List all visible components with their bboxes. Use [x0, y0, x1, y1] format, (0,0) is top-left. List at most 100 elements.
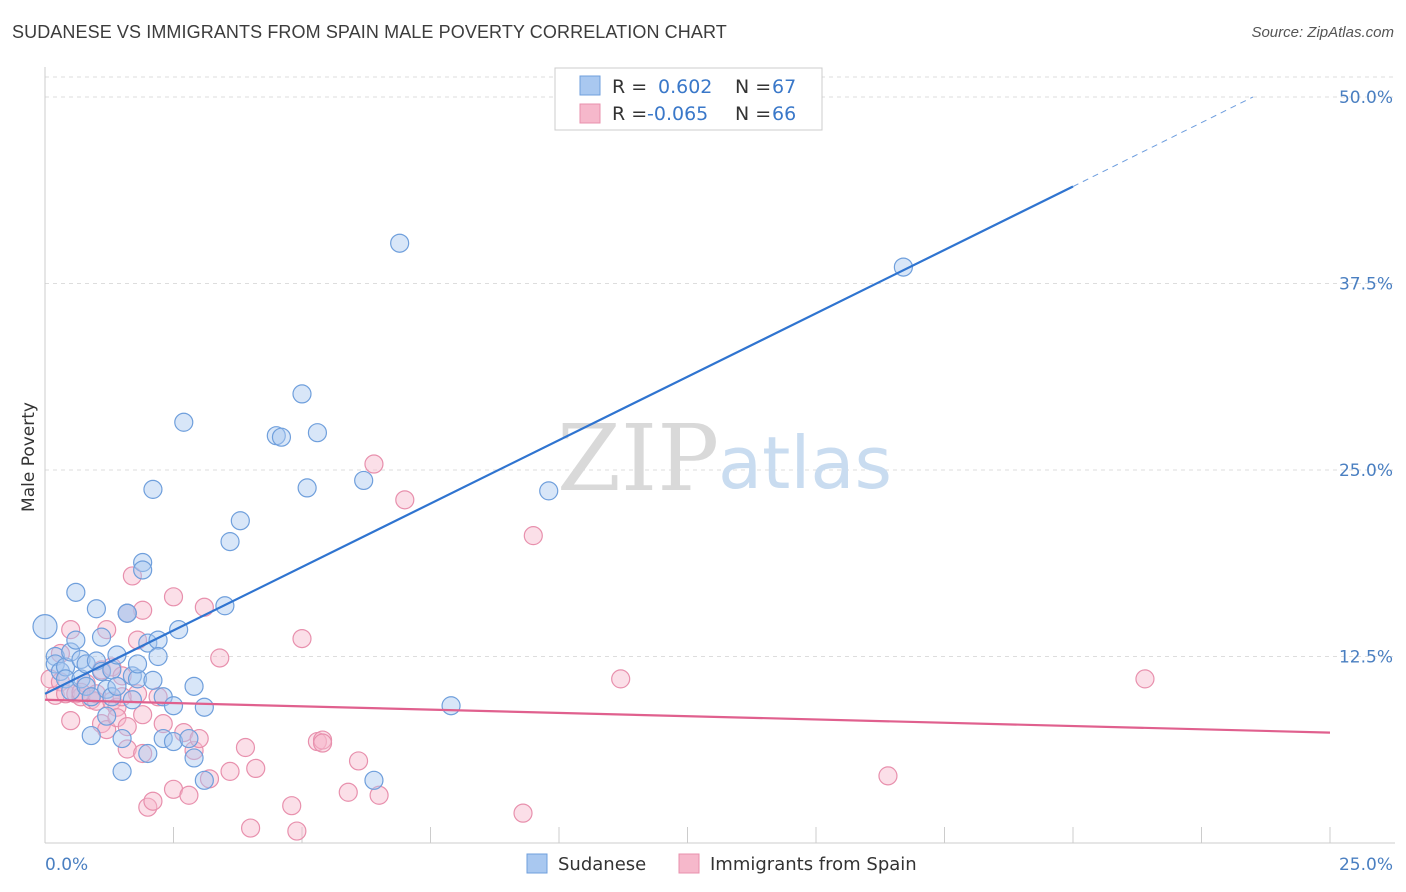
watermark-zip: ZIP: [557, 405, 719, 512]
series-sudanese-points: [32, 233, 913, 790]
spain-point-43: [210, 648, 230, 668]
sudanese-point-45: [169, 620, 189, 640]
sudanese-point-49: [184, 748, 204, 768]
sudanese-point-18: [91, 627, 112, 647]
legend-n-label-1: N =: [735, 76, 771, 98]
spain-point-62: [878, 766, 898, 786]
y-tick-label-1: 25.0%: [1339, 461, 1393, 481]
sudanese-point-43: [163, 696, 184, 716]
spain-point-28: [133, 705, 153, 725]
trend-lines: [44, 96, 1331, 734]
spain-point-22: [117, 739, 137, 759]
spain-point-46: [241, 818, 261, 838]
bottom-legend-spain: Immigrants from Spain: [710, 854, 917, 875]
sudanese-point-59: [307, 423, 328, 443]
spain-point-34: [153, 714, 173, 734]
sudanese-point-54: [230, 511, 250, 531]
spain-point-25: [122, 566, 142, 586]
sudanese-point-32: [127, 654, 148, 674]
sudanese-point-31: [127, 669, 148, 689]
spain-point-29: [133, 600, 153, 620]
x-tick-label-1: 25.0%: [1339, 855, 1393, 875]
sudanese-point-40: [148, 646, 168, 667]
spain-point-53: [312, 733, 333, 753]
spain-point-49: [287, 821, 307, 841]
sudanese-point-46: [174, 412, 194, 432]
bottom-legend-swatch-spain: [678, 853, 700, 874]
legend-n-value-1: 67: [772, 76, 796, 98]
legend-r-label-2: R =: [612, 103, 647, 125]
sudanese-point-9: [66, 582, 86, 602]
watermark-atlas: atlas: [718, 421, 892, 505]
sudanese-point-37: [143, 670, 163, 690]
y-tick-label-2: 37.5%: [1339, 275, 1393, 295]
legend-r-value-1: 0.602: [658, 76, 712, 98]
series-spain-points: [40, 454, 1155, 841]
spain-point-21: [112, 666, 132, 686]
spain-point-44: [220, 761, 240, 781]
sudanese-point-66: [117, 603, 137, 623]
axes: [44, 67, 1395, 844]
sudanese-point-56: [271, 427, 292, 447]
y-tick-label-0: 12.5%: [1339, 648, 1393, 668]
spain-point-50: [292, 628, 312, 649]
sudanese-point-36: [138, 743, 158, 764]
legend-n-value-2: 66: [772, 103, 796, 125]
spain-point-12: [86, 684, 107, 704]
spain-point-5: [61, 711, 81, 731]
sudanese-point-38: [143, 479, 163, 499]
y-tick-label-3: 50.0%: [1339, 88, 1393, 108]
sudanese-point-6: [61, 642, 81, 662]
sudanese-point-63: [441, 696, 461, 716]
spain-point-54: [338, 782, 358, 802]
legend-n-label-2: N =: [735, 103, 771, 125]
spain-point-59: [513, 803, 533, 823]
spain-point-60: [523, 526, 543, 546]
sudanese-point-27: [112, 728, 132, 749]
spain-point-31: [138, 797, 158, 817]
sudanese-point-47: [179, 728, 199, 749]
trend-line-sudanese: [44, 185, 1074, 695]
sudanese-point-12: [76, 676, 96, 696]
source-credit: Source: ZipAtlas.com: [1251, 24, 1394, 41]
trend-line-sudanese-extension: [1072, 96, 1254, 187]
legend-swatch-spain: [579, 103, 601, 124]
sudanese-point-0: [32, 614, 58, 640]
y-axis-label: Male Poverty: [19, 402, 39, 512]
spain-point-45: [235, 737, 256, 758]
legend-r-value-2: -0.065: [647, 103, 708, 125]
spain-point-61: [611, 669, 631, 689]
spain-point-32: [143, 791, 163, 811]
chart-title: SUDANESE VS IMMIGRANTS FROM SPAIN MALE P…: [12, 22, 727, 42]
legend-swatch-sudanese: [579, 75, 601, 96]
sudanese-point-58: [297, 478, 317, 498]
legend-box: R = 0.602 N = 67 R = -0.065 N = 66: [554, 67, 823, 131]
spain-point-40: [189, 728, 209, 749]
spain-point-57: [369, 785, 389, 805]
spain-point-41: [194, 597, 214, 617]
spain-point-63: [1135, 669, 1155, 689]
bottom-legend: Sudanese Immigrants from Spain: [526, 853, 917, 875]
sudanese-point-60: [354, 470, 374, 491]
sudanese-point-21: [97, 706, 117, 726]
spain-point-39: [184, 740, 204, 761]
sudanese-point-53: [220, 532, 240, 552]
sudanese-point-34: [133, 560, 153, 580]
sudanese-point-51: [194, 697, 214, 717]
spain-point-23: [117, 717, 137, 737]
sudanese-point-33: [133, 552, 153, 573]
trend-line-spain: [44, 698, 1331, 734]
watermark: ZIP atlas: [557, 405, 892, 512]
spain-point-6: [61, 620, 81, 640]
spain-point-35: [163, 587, 184, 607]
spain-point-56: [364, 454, 384, 474]
sudanese-point-26: [112, 761, 132, 781]
legend-r-label-1: R =: [612, 76, 647, 98]
tick-labels: 12.5% 25.0% 37.5% 50.0% 0.0% 25.0%: [45, 88, 1393, 875]
spain-point-47: [246, 758, 266, 779]
sudanese-point-29: [122, 666, 142, 686]
bottom-legend-swatch-sudanese: [526, 853, 548, 874]
sudanese-point-48: [184, 676, 204, 696]
spain-point-48: [282, 796, 302, 816]
